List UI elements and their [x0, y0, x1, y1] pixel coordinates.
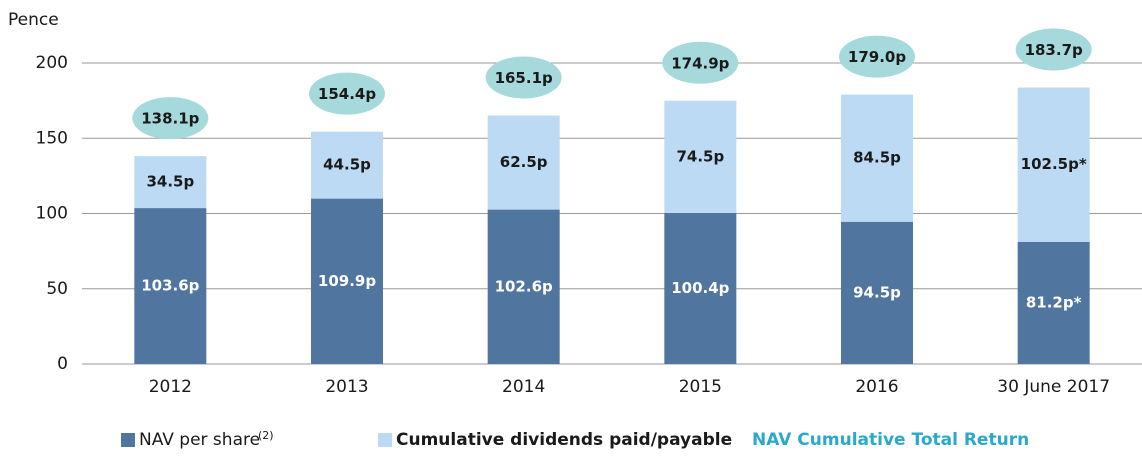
bar-segment: [664, 212, 737, 364]
total-bubble: [662, 41, 739, 84]
legend-label: NAV per share: [139, 430, 260, 450]
bar-segment: [841, 94, 913, 222]
y-axis-label: Pence: [8, 10, 59, 30]
data-label: 102.6p: [495, 277, 553, 295]
y-tick-label: 150: [36, 128, 68, 148]
data-label: 62.5p: [500, 153, 548, 171]
x-tick-label: 30 June 2017: [997, 377, 1110, 397]
data-label: 109.9p: [318, 272, 376, 290]
total-label: 138.1p: [141, 110, 199, 128]
data-label: 74.5p: [676, 147, 724, 165]
bar-segment: [841, 221, 913, 364]
data-label: 102.5p*: [1021, 155, 1087, 173]
legend-swatch: [121, 433, 135, 447]
data-label: 84.5p: [853, 149, 901, 167]
y-tick-label: 100: [36, 204, 68, 224]
total-label: 165.1p: [495, 69, 553, 87]
bar-segment: [311, 131, 383, 199]
bar-segment: [134, 208, 207, 364]
total-bubble: [1015, 28, 1092, 71]
total-label: 174.9p: [671, 54, 729, 72]
x-tick-label: 2012: [149, 377, 192, 397]
data-label: 100.4p: [671, 279, 729, 297]
data-label: 103.6p: [141, 277, 199, 295]
x-tick-label: 2015: [679, 377, 722, 397]
y-tick-label: 50: [46, 279, 68, 299]
data-label: 81.2p*: [1026, 293, 1082, 311]
legend-label: Cumulative dividends paid/payable: [396, 430, 732, 450]
x-tick-label: 2016: [855, 377, 898, 397]
bar-segment: [487, 209, 560, 364]
bar-segment: [1017, 87, 1090, 242]
y-tick-label: 0: [57, 354, 68, 374]
legend-swatch: [378, 433, 392, 447]
data-label: 44.5p: [323, 156, 371, 174]
bar-segment: [1017, 241, 1090, 364]
total-bubble: [485, 56, 562, 99]
legend-label: NAV Cumulative Total Return: [752, 430, 1029, 450]
total-label: 183.7p: [1025, 41, 1083, 59]
x-tick-label: 2013: [325, 377, 368, 397]
data-label: 34.5p: [146, 173, 194, 191]
total-bubble: [132, 97, 209, 140]
data-label: 94.5p: [853, 283, 901, 301]
y-tick-label: 200: [36, 53, 68, 73]
x-tick-label: 2014: [502, 377, 545, 397]
bar-segment: [487, 115, 560, 210]
bar-segment: [311, 198, 383, 364]
bar-segment: [134, 156, 207, 209]
total-label: 154.4p: [318, 85, 376, 103]
total-bubble: [839, 35, 915, 78]
legend-note: (2): [258, 429, 274, 442]
total-bubble: [309, 72, 385, 115]
bar-segment: [664, 100, 737, 213]
total-label: 179.0p: [848, 48, 906, 66]
